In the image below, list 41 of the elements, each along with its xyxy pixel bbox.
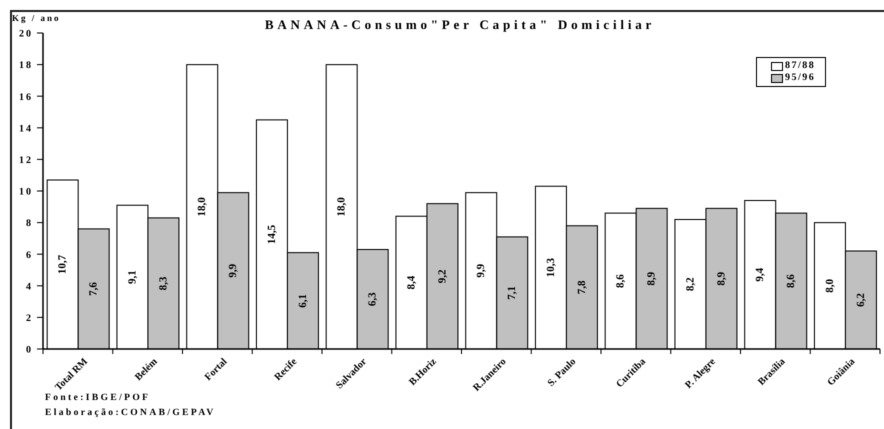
data-label: 7,8 xyxy=(576,280,588,294)
y-tick-label: 20 xyxy=(19,28,33,40)
data-label: 14,5 xyxy=(266,224,278,244)
y-tick-label: 12 xyxy=(19,154,33,166)
data-label: 8,4 xyxy=(405,275,418,290)
legend-label: 87/88 xyxy=(785,60,816,72)
y-tick-label: 18 xyxy=(19,60,33,72)
data-label: 8,2 xyxy=(684,276,696,292)
data-label: 9,9 xyxy=(227,263,240,278)
y-tick-label: 4 xyxy=(26,281,33,292)
y-tick-label: 2 xyxy=(26,312,33,324)
data-label: 6,3 xyxy=(366,292,379,306)
data-label: 18,0 xyxy=(336,196,348,216)
y-tick-label: 14 xyxy=(19,123,33,134)
data-label: 18,0 xyxy=(196,196,208,216)
legend-label: 95/96 xyxy=(785,72,816,84)
y-tick-label: 6 xyxy=(26,250,33,261)
data-label: 7,6 xyxy=(88,282,100,296)
y-tick-label: 0 xyxy=(26,344,33,356)
data-label: 9,2 xyxy=(436,268,448,284)
data-label: 8,9 xyxy=(715,271,728,286)
source-note: Fonte:IBGE/POF xyxy=(45,392,150,404)
data-label: 9,1 xyxy=(126,270,138,284)
y-axis-title: Kg / ano xyxy=(12,13,61,24)
data-label: 8,3 xyxy=(157,276,170,290)
data-label: 6,2 xyxy=(854,292,867,307)
text: Elaboração:CONAB/GEPAV xyxy=(45,407,216,419)
data-label: 8,6 xyxy=(785,274,798,288)
y-tick-label: 8 xyxy=(26,218,33,230)
data-label: 8,9 xyxy=(646,271,658,286)
data-label: 8,6 xyxy=(614,274,627,288)
data-label: 9,9 xyxy=(475,263,488,278)
data-label: 10,3 xyxy=(544,258,557,278)
y-tick-label: 16 xyxy=(19,92,33,103)
y-tick-label: 10 xyxy=(19,186,33,198)
chart-title: BANANA-Consumo"Per Capita" Domiciliar xyxy=(264,17,656,33)
data-label: 10,7 xyxy=(56,254,69,274)
data-label: 8,0 xyxy=(824,278,836,293)
data-label: 6,1 xyxy=(296,294,309,308)
data-label: 9,4 xyxy=(754,267,766,282)
data-label: 7,1 xyxy=(506,286,518,300)
